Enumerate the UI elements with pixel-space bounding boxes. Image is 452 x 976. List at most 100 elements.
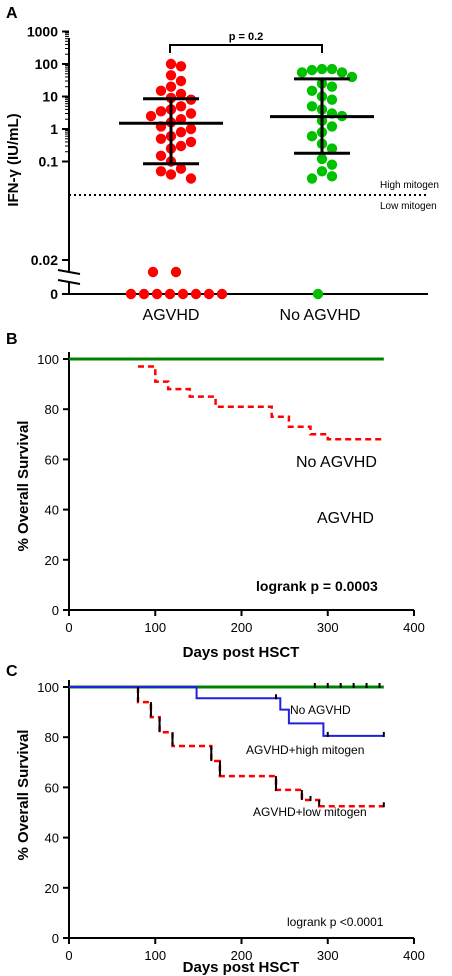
data-point <box>306 64 318 76</box>
y-tick-label: 80 <box>45 730 59 745</box>
data-point <box>155 85 167 96</box>
data-point <box>155 133 167 144</box>
data-point <box>203 288 215 300</box>
panel-c-logrank: logrank p <0.0001 <box>287 915 384 929</box>
data-point <box>175 75 187 87</box>
data-point <box>316 166 328 177</box>
panel-b-logrank: logrank p = 0.0003 <box>256 578 378 594</box>
y-tick-label: 1000 <box>27 24 58 40</box>
data-point <box>125 288 137 300</box>
data-point <box>346 71 358 83</box>
y-tick-label: 10 <box>42 89 58 105</box>
y-tick-label: 60 <box>45 780 59 795</box>
data-point <box>306 101 318 112</box>
data-point <box>165 70 177 81</box>
y-tick-label: 0.02 <box>31 252 58 268</box>
survival-curve-high-mitogen <box>69 686 384 737</box>
y-tick-label: 80 <box>45 402 59 417</box>
data-point <box>185 173 197 184</box>
data-point <box>326 63 338 75</box>
data-point <box>326 171 338 182</box>
y-tick-label: 40 <box>45 503 59 518</box>
panel-a-median-iqr <box>119 77 374 166</box>
y-tick-label: 100 <box>37 352 59 367</box>
data-point <box>155 166 167 177</box>
y-tick-label: 20 <box>45 881 59 896</box>
panel-b-survival-curves <box>69 357 384 441</box>
high-mitogen-curve-label: AGVHD+high mitogen <box>246 743 364 757</box>
y-tick-label: 60 <box>45 452 59 467</box>
data-point <box>185 136 197 148</box>
data-point <box>306 85 318 96</box>
axis-break-mark <box>57 279 81 285</box>
x-tick-label-no-agvhd: No AGVHD <box>280 307 361 324</box>
data-point <box>326 81 338 92</box>
agvhd-curve-label: AGVHD <box>317 510 374 527</box>
data-point <box>175 126 187 138</box>
data-point <box>155 150 167 161</box>
panel-c-survival-curves <box>69 683 385 808</box>
x-tick-label-agvhd: AGVHD <box>143 307 200 324</box>
data-point <box>185 123 197 135</box>
data-point <box>175 101 187 112</box>
x-tick-label: 400 <box>403 620 425 635</box>
y-tick-label: 0.1 <box>39 154 59 170</box>
panel-b-letter: B <box>6 331 18 348</box>
no-agvhd-curve-label-c: No AGVHD <box>290 703 351 717</box>
data-point <box>175 140 187 152</box>
data-point <box>326 159 338 170</box>
data-point <box>145 110 157 122</box>
data-point <box>175 163 187 174</box>
panel-a-y-label: IFN-γ (IU/mL) <box>5 113 22 206</box>
survival-curve-agvhd <box>138 365 384 441</box>
panel-b-ticks: 0 100 200 300 400 0 20 40 60 80 100 <box>37 352 425 635</box>
x-tick-label: 0 <box>65 948 72 963</box>
p-value-label: p = 0.2 <box>229 31 264 43</box>
y-tick-label: 100 <box>35 56 59 72</box>
x-tick-label: 300 <box>317 620 339 635</box>
y-tick-label: 1 <box>50 121 58 137</box>
x-tick-label: 100 <box>144 620 166 635</box>
y-tick-label: 20 <box>45 553 59 568</box>
significance-bracket <box>169 44 323 53</box>
panel-a-letter: A <box>6 5 18 22</box>
x-tick-label: 0 <box>65 620 72 635</box>
panel-b-y-label: % Overall Survival <box>15 421 32 552</box>
panel-b-x-label: Days post HSCT <box>183 644 300 661</box>
data-point <box>165 81 177 92</box>
panel-c-chart: C % Overall Survival 0 100 200 300 400 0 20 40 6… <box>6 663 425 976</box>
y-tick-label: 100 <box>37 680 59 695</box>
data-point <box>190 288 202 300</box>
low-mitogen-label: Low mitogen <box>380 201 437 212</box>
data-point <box>151 288 163 300</box>
x-tick-label: 200 <box>231 620 253 635</box>
data-point <box>316 63 328 75</box>
panel-c-ticks: 0 100 200 300 400 0 20 40 60 80 100 <box>37 680 425 963</box>
data-point <box>175 61 187 72</box>
y-tick-label: 0 <box>52 931 59 946</box>
data-point <box>216 288 228 300</box>
data-point <box>185 108 197 119</box>
panel-c-x-label: Days post HSCT <box>183 959 300 976</box>
panel-b-chart: B % Overall Survival 0 100 200 300 400 0 20 40 6… <box>6 331 425 661</box>
data-point <box>326 94 338 105</box>
panel-a-y-ticks: 1000 100 10 1 0.1 0.02 0 <box>27 24 69 302</box>
data-point <box>312 288 324 300</box>
data-point <box>306 131 318 142</box>
data-point <box>326 143 338 154</box>
data-point <box>336 67 348 78</box>
no-agvhd-curve-label: No AGVHD <box>296 454 377 471</box>
data-point <box>296 67 308 78</box>
data-point <box>147 266 159 278</box>
data-point <box>165 58 177 70</box>
y-tick-label: 0 <box>52 603 59 618</box>
data-point <box>165 169 177 180</box>
data-point <box>155 106 167 117</box>
high-mitogen-label: High mitogen <box>380 180 439 191</box>
data-point <box>316 153 328 165</box>
y-tick-label: 40 <box>45 831 59 846</box>
x-tick-label: 100 <box>144 948 166 963</box>
x-tick-label: 300 <box>317 948 339 963</box>
data-point <box>177 288 189 300</box>
